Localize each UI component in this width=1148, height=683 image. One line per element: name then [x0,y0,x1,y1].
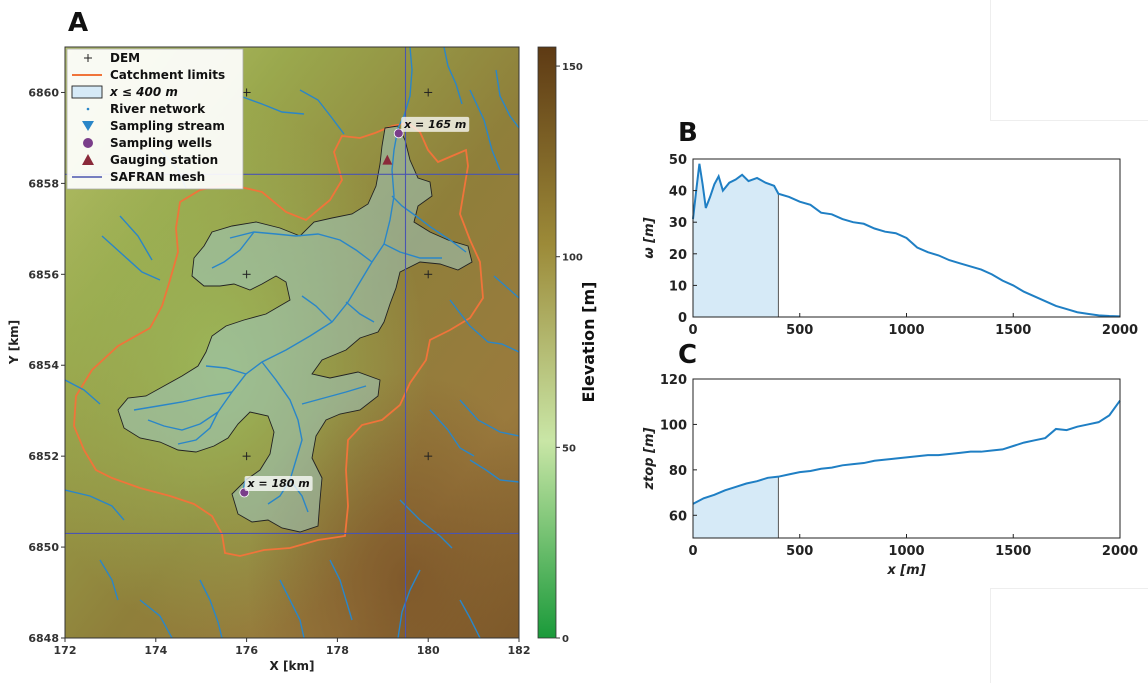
colorbar: 0 50 100 150 Elevation [m] [537,46,598,645]
map-x-tick-label: 180 [417,644,440,657]
x-tick-label: 2000 [1102,323,1138,338]
y-tick-label: 80 [669,464,687,479]
legend-item: x ≤ 400 m [71,85,178,99]
annotation-label: x = 165 m [403,118,466,131]
legend-item: SAFRAN mesh [72,170,205,184]
legend-item: Catchment limits [72,68,225,82]
annotation-box [244,475,313,491]
x-tick-label: 1000 [888,323,924,338]
map-x-tick-label: 182 [508,644,531,657]
gauge-triangle-icon [382,154,393,165]
y-tick-label: 0 [678,311,687,326]
legend-item: River network [86,102,206,116]
map-frame [64,46,520,639]
legend-label: x ≤ 400 m [109,85,178,99]
map-legend: DEM Catchment limits x ≤ 400 m River networ… [66,48,244,190]
triangle-up-icon [82,154,94,165]
panel-label-a: A [68,8,89,38]
colorbar-tick-label: 100 [562,253,583,264]
x-tick-label: 0 [688,544,697,559]
colorbar-tick-label: 50 [562,443,576,454]
colorbar-label: Elevation [m] [579,282,598,403]
colorbar-tick-label: 150 [562,62,583,73]
dem-plus-icon [424,88,433,97]
map-y-tick-label: 6858 [28,177,59,190]
shaded-region [693,476,779,538]
dem-plus-icon [242,452,251,461]
shaded-region [693,163,779,317]
gauging-station [382,154,393,165]
legend-label: Catchment limits [110,68,225,82]
y-tick-label: 60 [669,509,687,524]
faint-border-bottom-right [990,588,1148,683]
series-line [692,163,1121,318]
blue-box-icon [71,85,103,99]
map-panel: x = 165 m x = 180 m DEM Catchment limits x … [7,46,531,673]
y-tick-label: 50 [669,153,687,168]
legend-item: DEM [84,51,140,65]
x-tick-label: 500 [786,323,813,338]
map-y-tick-label: 6860 [28,86,59,99]
legend-label: River network [110,102,206,116]
chart-b-omega: 0 500 1000 1500 2000 0 10 20 30 40 50 ω [m] [642,153,1138,338]
map-y-tick-label: 6852 [28,450,59,463]
well-circle-icon [393,128,404,139]
x-tick-label: 1500 [995,323,1031,338]
triangle-down-icon [82,121,94,131]
colorbar-tick-label: 0 [562,634,569,645]
circle-icon [83,138,93,148]
colorbar-scale [537,46,557,639]
y-axis-label: ztop [m] [642,427,657,490]
legend-label: Sampling wells [110,136,212,150]
annotation-label: x = 180 m [246,477,309,490]
y-tick-label: 100 [660,418,687,433]
map-y-tick-label: 6848 [28,632,59,645]
series-line [692,399,1121,505]
panel-label-c: C [678,340,698,370]
y-tick-label: 10 [669,279,687,294]
map-x-axis: 172 174 176 178 180 182 [54,638,531,657]
chart-c-ztop: 0 500 1000 1500 2000 60 80 100 120 ztop [m] x [m] [642,373,1138,578]
map-y-tick-label: 6856 [28,268,59,281]
legend-item: Sampling wells [83,136,212,150]
map-x-tick-label: 172 [54,644,77,657]
annotation-box [401,116,470,132]
dem-plus-icon [242,270,251,279]
x-axis-label: x [m] [886,563,925,578]
dem-points [242,88,433,461]
legend-label: Gauging station [110,153,218,167]
x-tick-label: 1500 [995,544,1031,559]
dem-plus-icon [424,270,433,279]
panel-label-b: B [678,118,698,148]
y-tick-label: 120 [660,373,687,388]
map-x-tick-label: 176 [235,644,258,657]
map-x-tick-label: 178 [326,644,349,657]
annotations: x = 165 m x = 180 m [244,116,470,491]
map-y-tick-label: 6854 [28,359,59,372]
x-tick-label: 0 [688,323,697,338]
y-tick-label: 20 [669,248,687,263]
x-tick-label: 500 [786,544,813,559]
legend-label: Sampling stream [110,119,225,133]
x-tick-label: 1000 [888,544,924,559]
legend-item: Gauging station [82,153,218,167]
dem-plus-icon [424,452,433,461]
faint-border-top-right [990,0,1148,121]
map-y-axis: 6848 6850 6852 6854 6856 6858 6860 [28,86,65,645]
legend-label: DEM [110,51,140,65]
map-y-tick-label: 6850 [28,541,59,554]
y-axis-label: ω [m] [642,217,657,258]
y-tick-label: 30 [669,216,687,231]
dot-icon [86,107,90,111]
legend-item: Sampling stream [82,119,225,133]
map-y-label: Y [km] [7,320,21,365]
y-tick-label: 40 [669,185,687,200]
legend-label: SAFRAN mesh [110,170,205,184]
catchment-limits [73,122,484,557]
map-x-label: X [km] [270,659,315,673]
x-tick-label: 2000 [1102,544,1138,559]
map-x-tick-label: 174 [144,644,167,657]
dem-plus-icon [242,88,251,97]
